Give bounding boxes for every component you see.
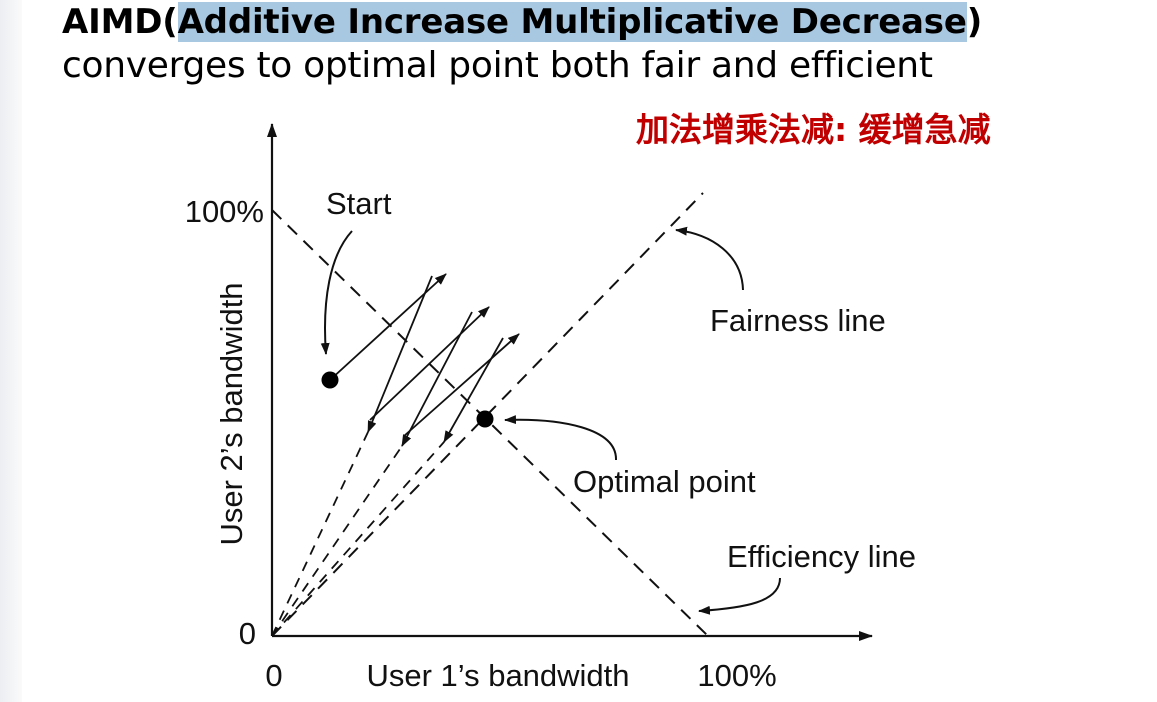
start-label: Start xyxy=(326,186,392,221)
trajectory-increase-1 xyxy=(329,273,447,381)
start-point xyxy=(321,371,339,389)
slide-title: AIMD(Additive Increase Multiplicative De… xyxy=(62,2,982,42)
optimal-point xyxy=(476,410,494,428)
trajectory-decrease-3 xyxy=(443,337,504,443)
start-callout-arrow xyxy=(320,230,353,355)
y-max-label: 100% xyxy=(185,194,264,229)
efficiency-callout-arrow xyxy=(698,577,781,615)
chinese-note: 加法增乘法减: 缓增急减 xyxy=(636,110,991,149)
optimal-label: Optimal point xyxy=(573,464,756,499)
fairness-label: Fairness line xyxy=(710,303,886,338)
decrease-ray-1 xyxy=(271,431,369,637)
y-axis-label: User 2’s bandwidth xyxy=(214,282,249,545)
trajectory-increase-2 xyxy=(369,306,490,421)
decrease-ray-2 xyxy=(271,445,403,637)
title-suffix: ) xyxy=(966,2,983,42)
efficiency-label: Efficiency line xyxy=(727,539,916,574)
efficiency-line xyxy=(271,209,709,637)
trajectory-increase-3 xyxy=(403,333,520,437)
trajectory-decrease-2 xyxy=(401,311,473,447)
y-origin-label: 0 xyxy=(239,616,256,651)
decrease-ray-3 xyxy=(271,441,445,637)
x-max-label: 100% xyxy=(697,658,776,693)
trajectory-decrease-1 xyxy=(367,275,433,433)
slide-subtitle: converges to optimal point both fair and… xyxy=(62,45,933,86)
x-origin-label: 0 xyxy=(265,658,282,693)
title-prefix: AIMD( xyxy=(62,2,178,42)
x-axis-label: User 1’s bandwidth xyxy=(366,658,629,693)
slide-left-edge xyxy=(0,0,22,702)
title-highlight: Additive Increase Multiplicative Decreas… xyxy=(177,2,967,42)
optimal-callout-arrow xyxy=(504,415,618,461)
fairness-callout-arrow xyxy=(675,226,744,291)
